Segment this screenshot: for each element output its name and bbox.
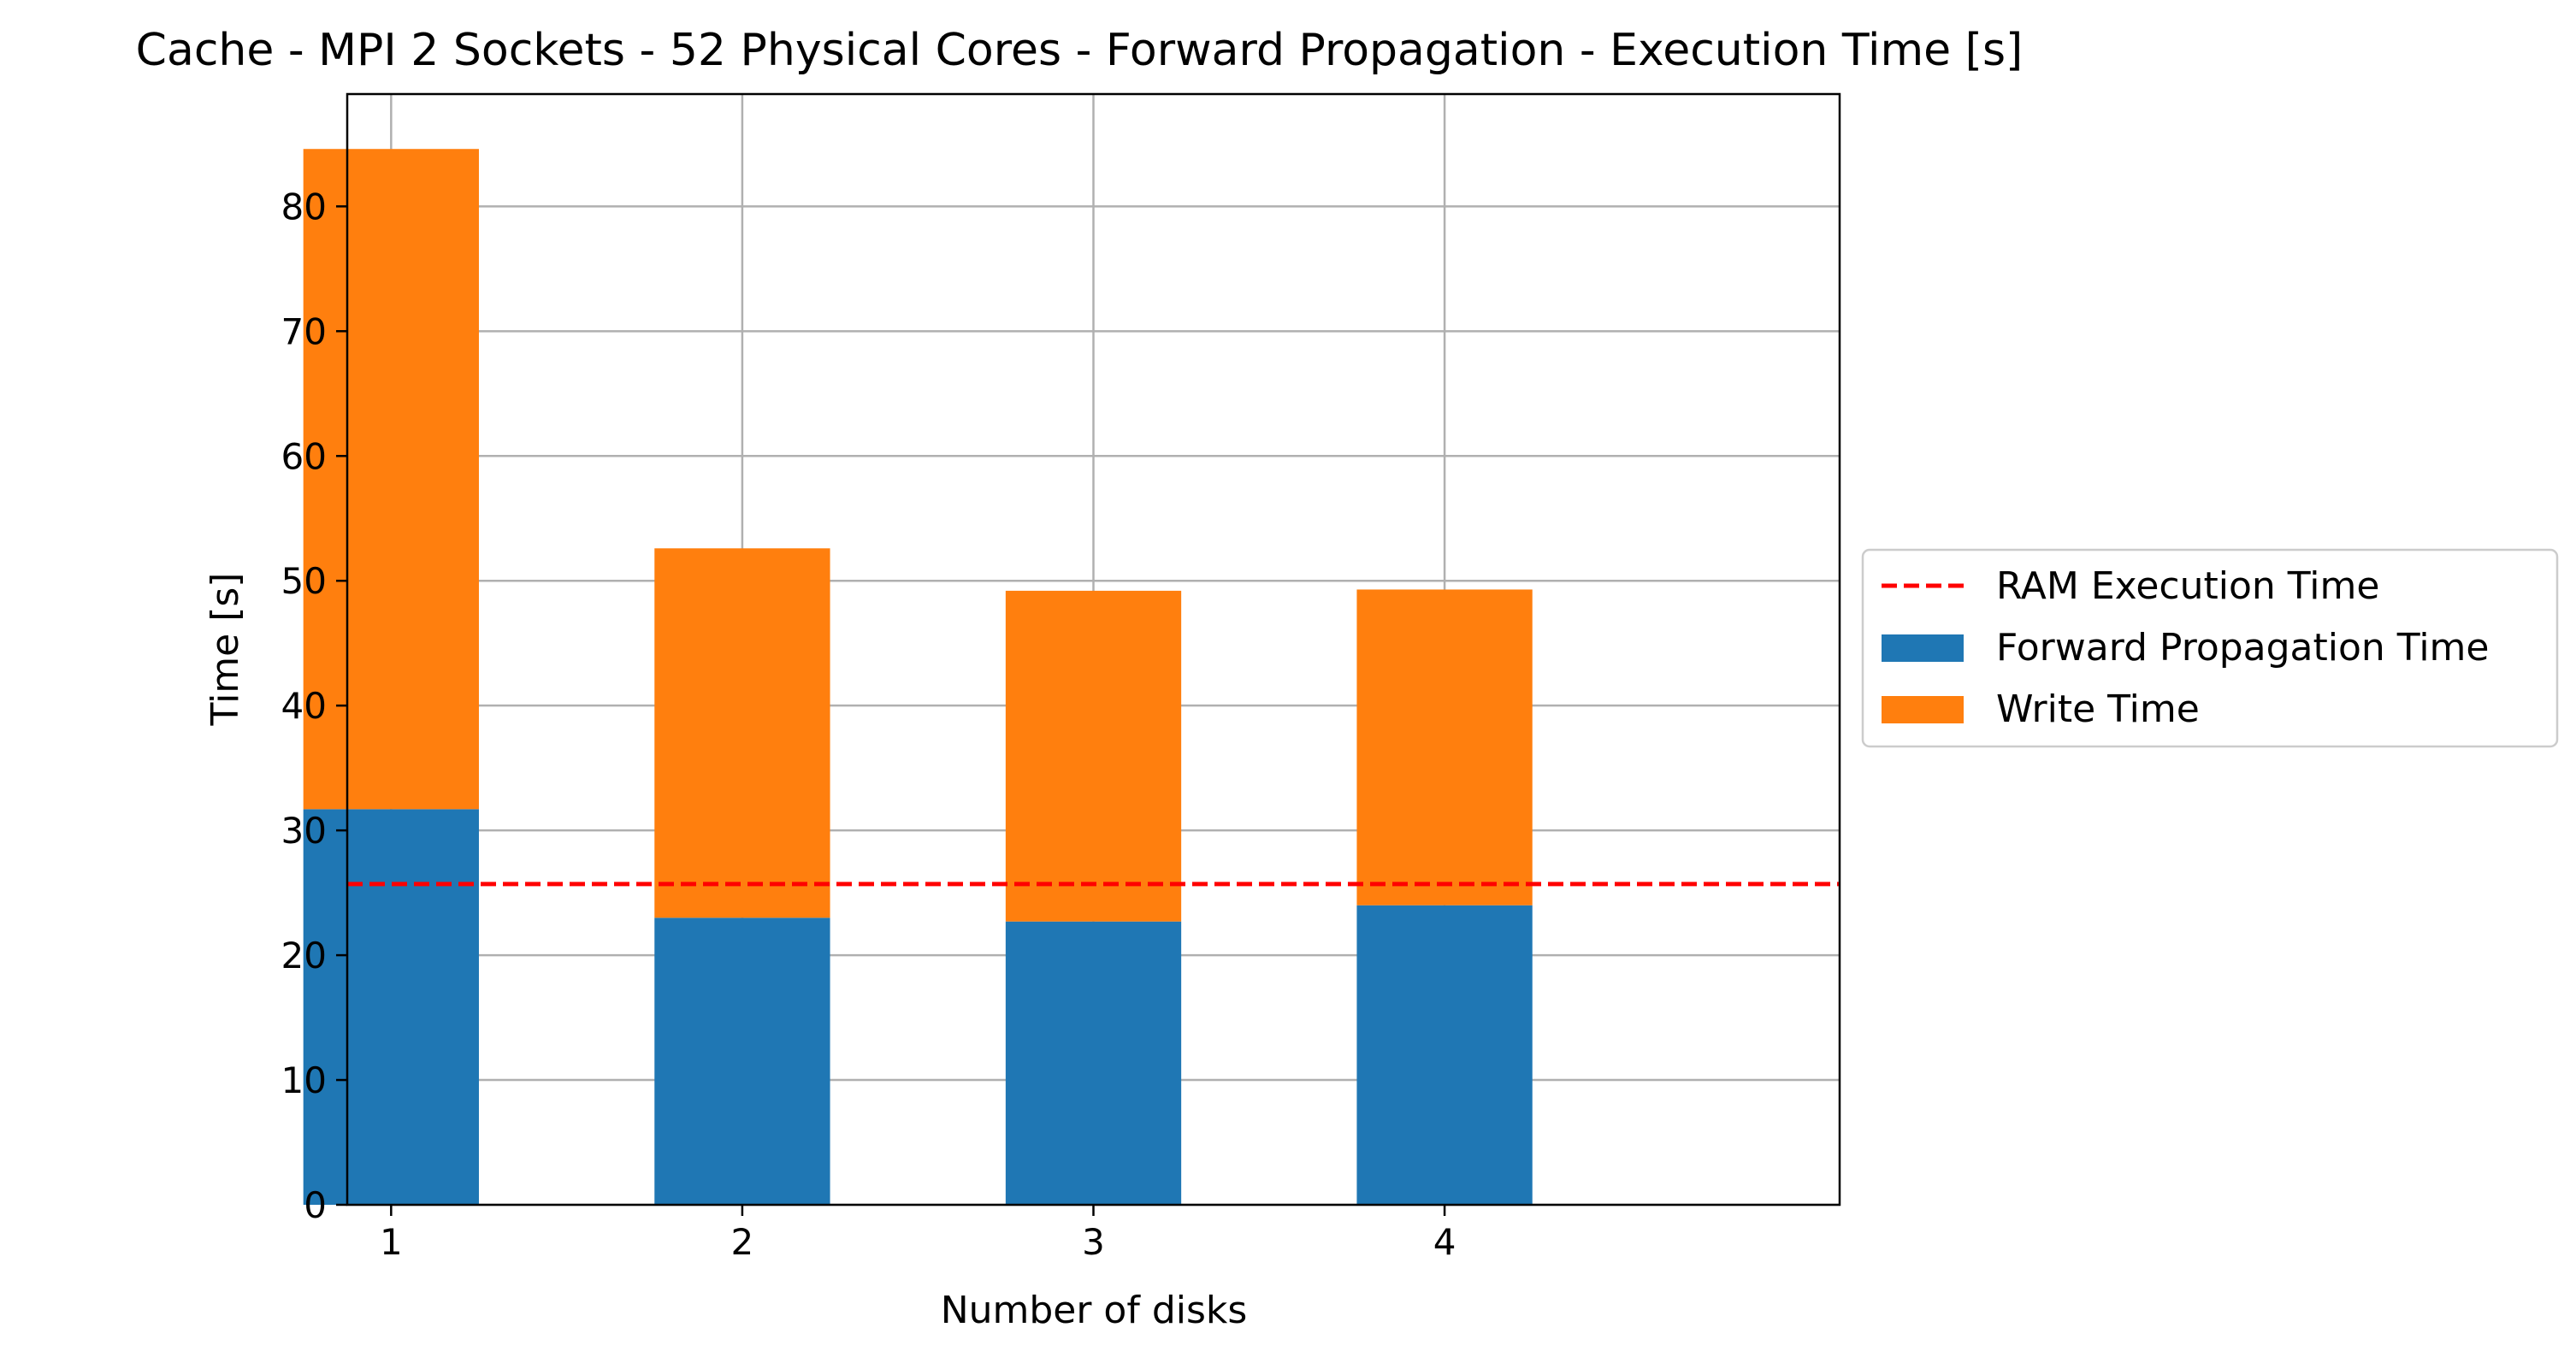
y-axis-label: Time [s]: [204, 573, 247, 727]
x-tick-label: 3: [1082, 1221, 1105, 1263]
legend-label: RAM Execution Time: [1996, 564, 2379, 608]
bar-forward-propagation-time-2: [654, 917, 830, 1205]
chart-title: Cache - MPI 2 Sockets - 52 Physical Core…: [136, 25, 2024, 76]
legend-frame: [1861, 548, 2559, 748]
bar-write-time-1: [303, 149, 479, 810]
x-axis: 1 2 3 4: [380, 1205, 1456, 1263]
y-tick-label: 20: [281, 935, 327, 976]
y-axis: 0 10 20 30 40 50 60 70 80: [281, 186, 347, 1226]
x-tick-label: 2: [731, 1221, 754, 1263]
y-tick-label: 10: [281, 1059, 327, 1101]
bar-write-time-4: [1356, 589, 1533, 906]
x-tick-label: 1: [380, 1221, 403, 1263]
bar-forward-propagation-time-3: [1005, 921, 1182, 1205]
bar-write-time-2: [654, 548, 830, 918]
y-tick-label: 30: [281, 810, 327, 852]
legend-label: Write Time: [1996, 687, 2200, 731]
y-tick-label: 50: [281, 560, 327, 602]
y-tick-label: 80: [281, 186, 327, 227]
y-tick-label: 40: [281, 685, 327, 727]
legend: RAM Execution Time Forward Propagation Ti…: [1861, 548, 2559, 748]
x-tick-label: 4: [1433, 1221, 1456, 1263]
y-tick-label: 60: [281, 435, 327, 477]
y-tick-label: 70: [281, 310, 327, 352]
bar-write-time-3: [1005, 590, 1182, 922]
legend-swatch-forward-propagation-time: [1882, 634, 1964, 662]
bar-forward-propagation-time-4: [1356, 905, 1533, 1205]
bars: [303, 149, 1533, 1205]
legend-label: Forward Propagation Time: [1996, 626, 2489, 670]
y-tick-label: 0: [304, 1184, 327, 1226]
x-axis-label: Number of disks: [941, 1289, 1248, 1332]
bar-forward-propagation-time-1: [303, 809, 479, 1205]
legend-swatch-write-time: [1882, 696, 1964, 723]
